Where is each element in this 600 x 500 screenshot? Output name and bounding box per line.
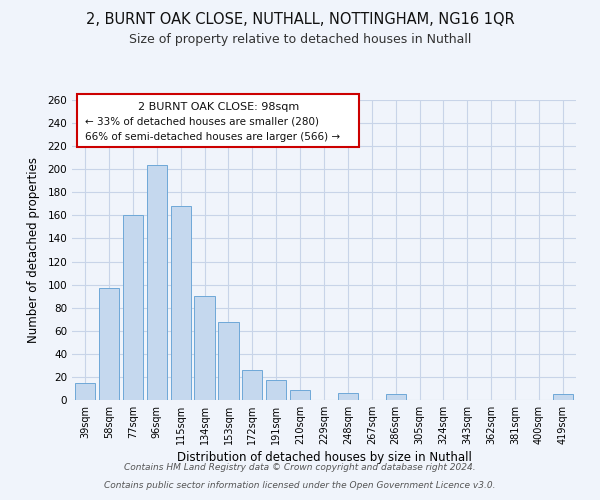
- Text: 66% of semi-detached houses are larger (566) →: 66% of semi-detached houses are larger (…: [85, 132, 340, 141]
- Text: ← 33% of detached houses are smaller (280): ← 33% of detached houses are smaller (28…: [85, 116, 319, 126]
- Text: 2 BURNT OAK CLOSE: 98sqm: 2 BURNT OAK CLOSE: 98sqm: [137, 102, 299, 112]
- Bar: [99, 288, 119, 400]
- Bar: [123, 216, 143, 400]
- Bar: [553, 394, 573, 400]
- Bar: [77, 94, 359, 146]
- Bar: [338, 393, 358, 400]
- Text: Contains public sector information licensed under the Open Government Licence v3: Contains public sector information licen…: [104, 481, 496, 490]
- Bar: [170, 206, 191, 400]
- Bar: [194, 296, 215, 400]
- Bar: [218, 322, 239, 400]
- Text: Contains HM Land Registry data © Crown copyright and database right 2024.: Contains HM Land Registry data © Crown c…: [124, 464, 476, 472]
- Bar: [386, 394, 406, 400]
- Text: Size of property relative to detached houses in Nuthall: Size of property relative to detached ho…: [129, 32, 471, 46]
- X-axis label: Distribution of detached houses by size in Nuthall: Distribution of detached houses by size …: [176, 451, 472, 464]
- Bar: [242, 370, 262, 400]
- Y-axis label: Number of detached properties: Number of detached properties: [28, 157, 40, 343]
- Bar: [146, 164, 167, 400]
- Bar: [75, 382, 95, 400]
- Bar: [290, 390, 310, 400]
- Text: 2, BURNT OAK CLOSE, NUTHALL, NOTTINGHAM, NG16 1QR: 2, BURNT OAK CLOSE, NUTHALL, NOTTINGHAM,…: [86, 12, 514, 28]
- Bar: [266, 380, 286, 400]
